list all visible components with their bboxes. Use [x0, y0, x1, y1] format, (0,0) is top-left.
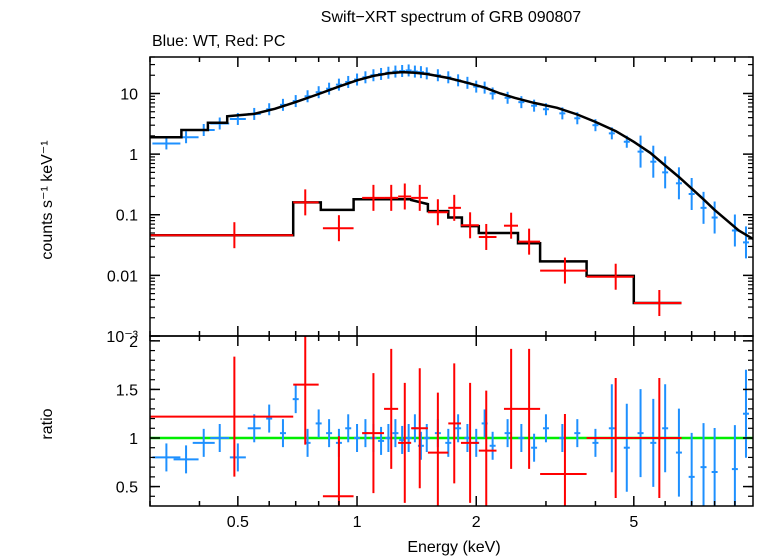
- spectrum-y-axis-label: counts s⁻¹ keV⁻¹: [39, 140, 56, 259]
- x-tick-label: 2: [472, 514, 481, 531]
- ratio-y-tick-label: 1.5: [116, 382, 138, 399]
- wt-model-line: [150, 70, 753, 240]
- chart-subtitle: Blue: WT, Red: PC: [152, 33, 285, 50]
- ratio-panel-frame: [149, 335, 754, 507]
- x-tick-label: 1: [353, 514, 362, 531]
- spectrum-y-tick-label: 10⁻³: [106, 329, 138, 346]
- chart-title: Swift−XRT spectrum of GRB 090807: [321, 9, 582, 26]
- x-axis-label: Energy (keV): [407, 539, 500, 556]
- spectrum-panel-frame: [149, 56, 754, 337]
- ratio-y-tick-label: 2: [129, 334, 138, 351]
- x-tick-label: 0.5: [227, 514, 249, 531]
- ratio-panel: [150, 336, 753, 506]
- spectrum-panel: [150, 64, 753, 317]
- spectrum-y-tick-label: 1: [129, 147, 138, 164]
- x-tick-label: 5: [629, 514, 638, 531]
- ratio-y-tick-label: 1: [129, 431, 138, 448]
- ratio-y-axis-label: ratio: [39, 408, 56, 439]
- pc-model-line: [150, 198, 682, 305]
- ratio-y-tick-label: 0.5: [116, 480, 138, 497]
- spectrum-y-tick-label: 0.1: [116, 208, 138, 225]
- axis-ticks: 0.5 1 2 5 10⁻³ 0.01 0.1 1 10 0.5 1 1.5 2: [106, 56, 753, 531]
- spectrum-y-tick-label: 0.01: [107, 268, 138, 285]
- spectrum-y-tick-label: 10: [120, 86, 138, 103]
- plot-marks: [150, 64, 753, 506]
